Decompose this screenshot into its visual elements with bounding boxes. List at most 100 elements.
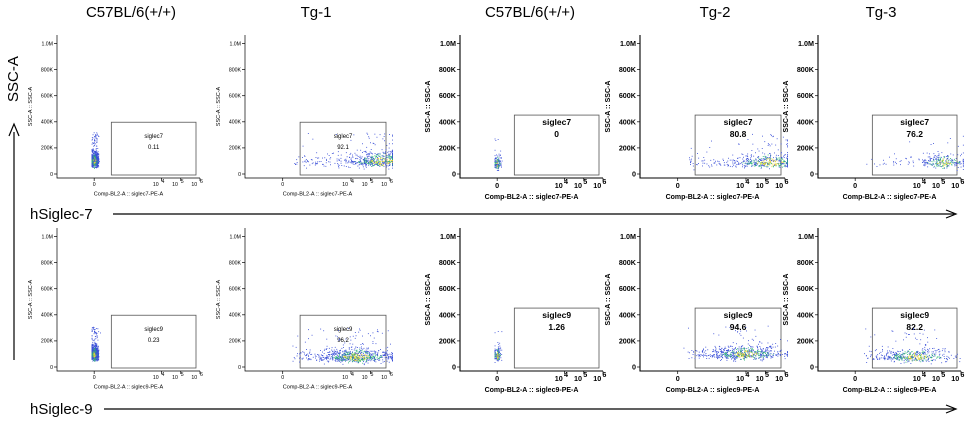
event-dot [954,164,956,165]
event-dot [365,352,367,354]
event-dot [946,161,947,163]
event-dot [379,134,381,136]
event-dot [494,138,496,140]
event-dot [336,357,338,359]
event-dot [337,359,339,361]
event-dot [373,350,375,352]
event-dot [388,155,390,156]
event-dot [763,165,765,167]
event-dot [388,154,389,156]
event-dot [691,357,693,359]
gate-value: 96.2 [337,338,349,344]
event-dot [770,134,772,136]
event-dot [326,158,327,160]
event-dot [778,160,780,162]
event-dot [762,356,764,358]
event-dot [357,165,359,167]
event-dot [378,356,380,358]
event-dot [352,161,354,163]
event-dot [784,161,786,162]
event-dot [326,348,328,349]
event-dot [377,154,378,155]
event-dot [787,139,788,141]
gate-value: 0.23 [148,338,160,344]
event-dot [347,357,349,359]
event-dot [372,358,373,359]
event-dot [353,353,355,355]
event-dot [345,359,347,361]
x-tick-label: 6 [200,179,203,185]
event-dot [94,350,96,352]
event-dot [381,355,382,357]
event-dot [372,142,374,144]
event-dot [93,156,95,158]
event-dot [762,348,764,349]
event-dot [772,160,774,162]
event-dot [346,358,348,360]
event-dot [496,357,498,359]
event-dot [762,156,764,157]
event-dot [781,156,782,158]
event-dot [341,357,343,359]
event-dot [369,350,371,352]
event-dot [304,161,306,163]
x-tick-label: 10 [593,374,601,383]
event-dot [378,350,380,351]
event-dot [717,357,719,359]
event-dot [366,146,368,148]
event-dot [499,162,501,164]
y-tick-label: 0 [452,363,456,372]
x-tick-label: 5 [370,179,373,185]
event-dot [371,164,373,165]
y-tick-label: 0 [238,365,241,371]
event-dot [705,355,707,357]
event-dot [377,159,379,161]
event-dot [382,157,384,159]
event-dot [97,354,99,355]
event-dot [348,361,350,362]
event-dot [341,357,343,359]
event-dot [734,358,736,360]
event-dot [98,155,100,157]
event-dot [368,164,370,166]
event-dot [96,355,98,357]
event-dot [97,359,99,361]
event-dot [497,352,499,353]
event-dot [744,357,745,359]
event-dot [751,350,753,352]
event-dot [93,354,95,356]
event-dot [363,354,365,356]
x-tick-label: 5 [583,177,587,186]
event-dot [772,346,774,348]
event-dot [495,162,496,163]
event-dot [497,360,499,362]
x-tick-label: 6 [200,372,203,378]
event-dot [905,157,907,159]
event-dot [98,358,100,360]
event-dot [724,349,725,351]
event-dot [948,165,950,167]
event-dot [496,165,498,166]
event-dot [93,352,95,354]
event-dot [770,162,772,164]
event-dot [352,352,353,354]
event-dot [330,357,331,359]
event-dot [899,161,901,162]
y-tick-label: 200K [41,146,54,152]
event-dot [339,356,341,358]
event-dot [722,158,724,160]
event-dot [91,143,93,145]
event-dot [389,155,391,157]
event-dot [497,351,498,352]
event-dot [388,160,390,161]
x-axis-label: Comp-BL2-A :: siglec7-PE-A [485,194,579,201]
event-dot [374,158,376,160]
event-dot [307,161,309,162]
event-dot [369,153,370,155]
event-dot [781,161,783,163]
event-dot [387,355,389,357]
event-dot [390,156,392,157]
event-dot [91,156,93,158]
event-dot [390,158,391,160]
event-dot [339,353,340,354]
